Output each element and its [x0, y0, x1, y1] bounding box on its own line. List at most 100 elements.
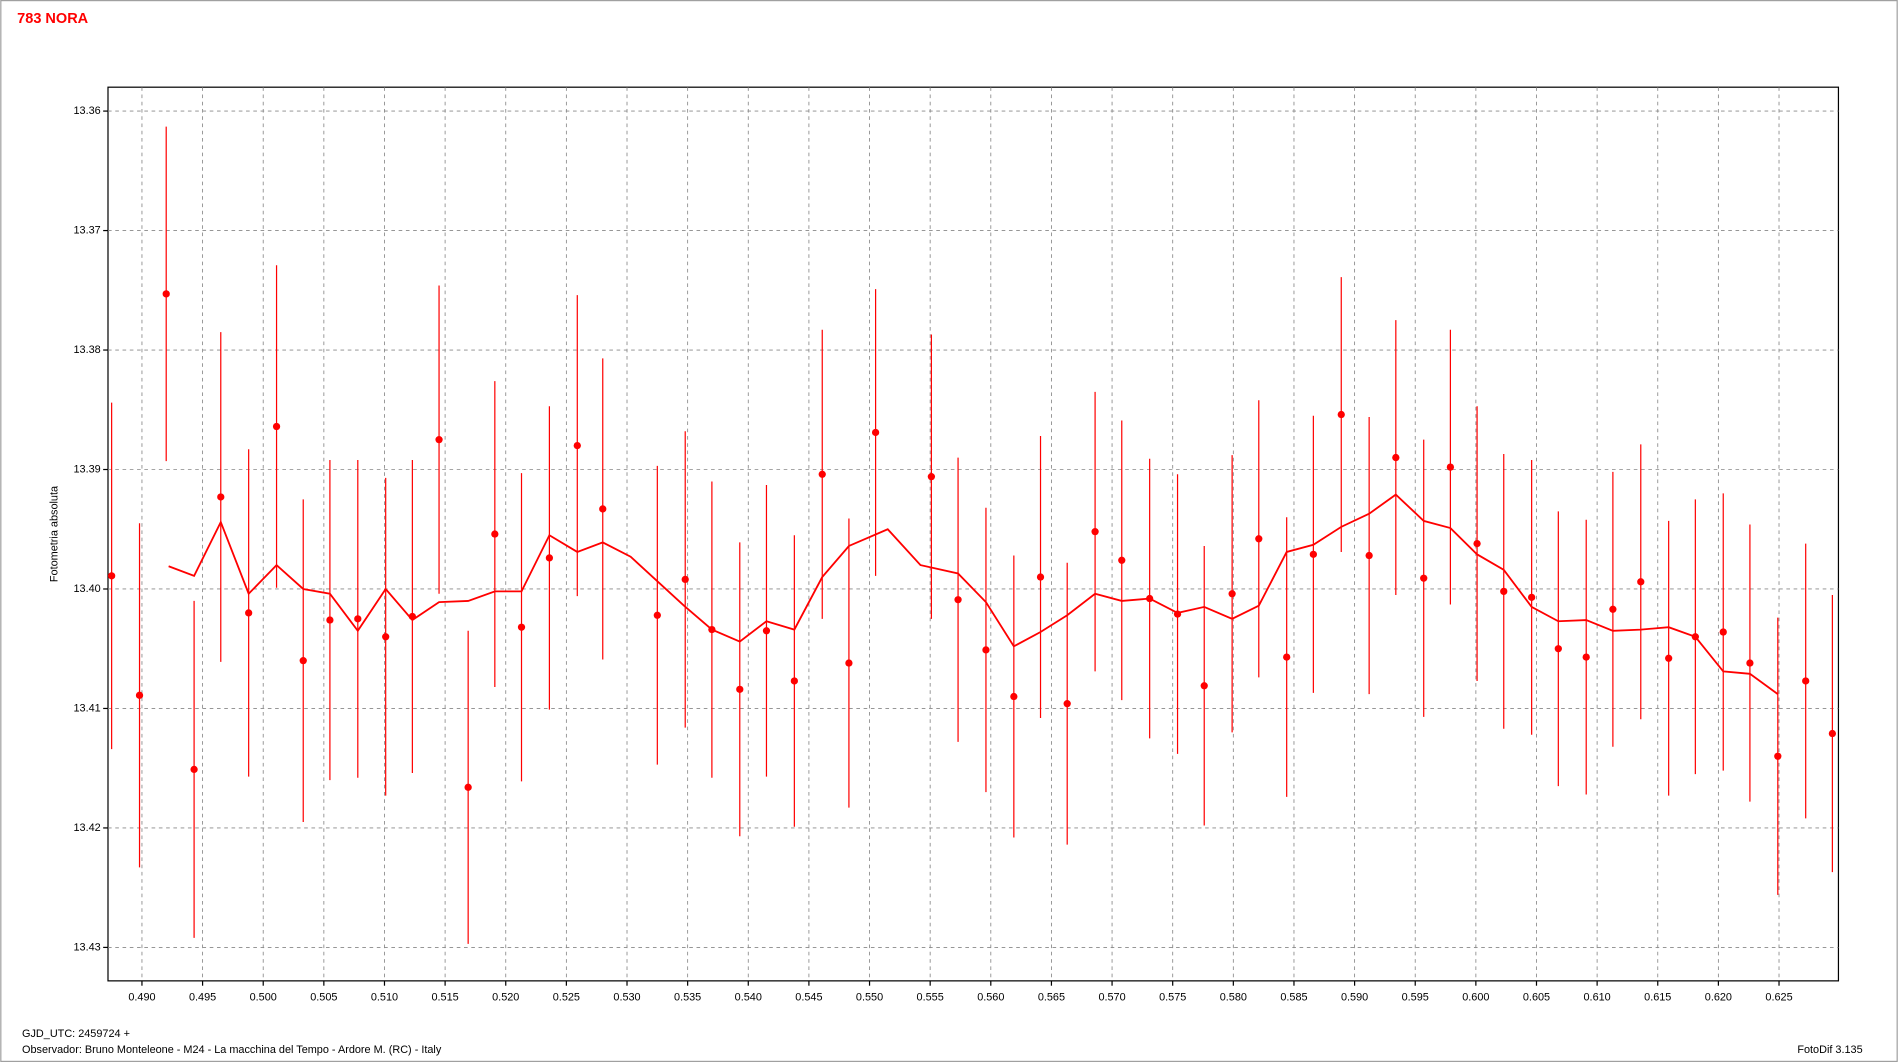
data-point: [1392, 453, 1400, 462]
x-tick-label: 0.565: [1038, 992, 1065, 1004]
data-point: [190, 765, 198, 774]
data-point: [354, 615, 362, 623]
data-point: [108, 572, 116, 580]
x-tick-label: 0.505: [310, 992, 337, 1004]
data-point: [545, 554, 554, 562]
y-axis-label: Fotometria absoluta: [49, 485, 61, 582]
data-point: [1582, 653, 1590, 661]
data-point: [1609, 605, 1617, 613]
data-point: [954, 596, 962, 604]
data-point: [1473, 539, 1481, 548]
software-note: FotoDif 3.135: [1797, 1044, 1862, 1056]
data-point: [1746, 659, 1754, 667]
x-tick-label: 0.535: [674, 992, 701, 1004]
chart-title: 783 NORA: [17, 11, 89, 27]
data-point: [1337, 410, 1345, 419]
data-point: [1420, 574, 1428, 582]
data-point: [1719, 628, 1727, 636]
data-point: [1255, 535, 1263, 543]
x-tick-label: 0.580: [1220, 992, 1247, 1004]
data-point: [790, 677, 798, 685]
data-point: [299, 657, 307, 665]
data-point: [1283, 653, 1291, 661]
y-tick-label: 13.38: [74, 344, 101, 356]
x-tick-label: 0.495: [189, 992, 216, 1004]
data-point: [1528, 593, 1536, 601]
y-tick-label: 13.40: [74, 583, 101, 595]
x-tick-label: 0.530: [613, 992, 640, 1004]
data-point: [1036, 573, 1045, 581]
x-tick-label: 0.520: [492, 992, 519, 1004]
x-tick-label: 0.550: [856, 992, 883, 1004]
data-point: [573, 441, 581, 450]
data-point: [762, 627, 771, 635]
data-point: [681, 575, 689, 584]
data-point: [382, 633, 390, 641]
data-point: [599, 505, 607, 513]
x-tick-label: 0.625: [1765, 992, 1792, 1004]
x-tick-label: 0.540: [735, 992, 762, 1004]
x-tick-label: 0.555: [917, 992, 944, 1004]
y-tick-label: 13.42: [74, 822, 101, 834]
data-point: [1228, 590, 1236, 598]
data-point: [464, 783, 472, 791]
x-tick-label: 0.610: [1584, 992, 1611, 1004]
data-point: [491, 530, 499, 538]
data-point: [1500, 587, 1508, 596]
data-point: [1554, 645, 1562, 653]
x-tick-label: 0.510: [371, 992, 398, 1004]
x-tick-label: 0.500: [250, 992, 277, 1004]
data-point: [245, 609, 253, 617]
data-point: [736, 685, 744, 693]
data-point: [272, 422, 281, 431]
trend-line: [168, 493, 1779, 695]
y-tick-label: 13.43: [74, 941, 101, 953]
observer-note: Observador: Bruno Monteleone - M24 - La …: [22, 1044, 442, 1056]
x-tick-label: 0.595: [1402, 992, 1429, 1004]
x-tick-label: 0.525: [553, 992, 580, 1004]
x-tick-label: 0.600: [1462, 992, 1489, 1004]
y-tick-label: 13.36: [74, 105, 101, 117]
x-tick-label: 0.615: [1644, 992, 1671, 1004]
data-point: [1446, 463, 1455, 471]
data-point: [1309, 550, 1317, 558]
data-point: [1118, 556, 1126, 564]
x-tick-label: 0.570: [1098, 992, 1125, 1004]
x-tick-label: 0.575: [1159, 992, 1186, 1004]
x-tick-label: 0.590: [1341, 992, 1368, 1004]
data-point: [162, 290, 170, 298]
data-point: [927, 473, 936, 481]
data-point: [517, 623, 526, 631]
data-point: [1774, 752, 1782, 760]
x-tick-label: 0.515: [432, 992, 459, 1004]
data-point: [1010, 692, 1018, 701]
data-point: [1665, 654, 1673, 662]
data-point: [1802, 677, 1810, 685]
x-tick-label: 0.585: [1280, 992, 1307, 1004]
x-tick-label: 0.490: [128, 992, 155, 1004]
y-tick-label: 13.39: [74, 463, 101, 475]
x-axis-label: GJD_UTC: 2459724 +: [22, 1028, 130, 1040]
data-point: [1063, 700, 1071, 708]
x-tick-label: 0.605: [1523, 992, 1550, 1004]
data-point: [217, 493, 225, 501]
data-point: [1091, 528, 1099, 536]
data-point: [135, 691, 144, 699]
data-point: [845, 659, 853, 667]
x-tick-label: 0.620: [1705, 992, 1732, 1004]
y-tick-label: 13.41: [74, 702, 101, 714]
data-point: [435, 436, 443, 444]
data-point: [1637, 578, 1645, 586]
data-point: [1365, 551, 1373, 560]
y-tick-label: 13.37: [74, 224, 101, 236]
data-point: [871, 428, 880, 437]
data-point: [1828, 729, 1837, 738]
data-point: [326, 616, 334, 624]
data-point: [818, 470, 826, 478]
data-point: [1200, 682, 1208, 690]
data-point: [982, 646, 990, 654]
x-tick-label: 0.560: [977, 992, 1004, 1004]
x-tick-label: 0.545: [795, 992, 822, 1004]
